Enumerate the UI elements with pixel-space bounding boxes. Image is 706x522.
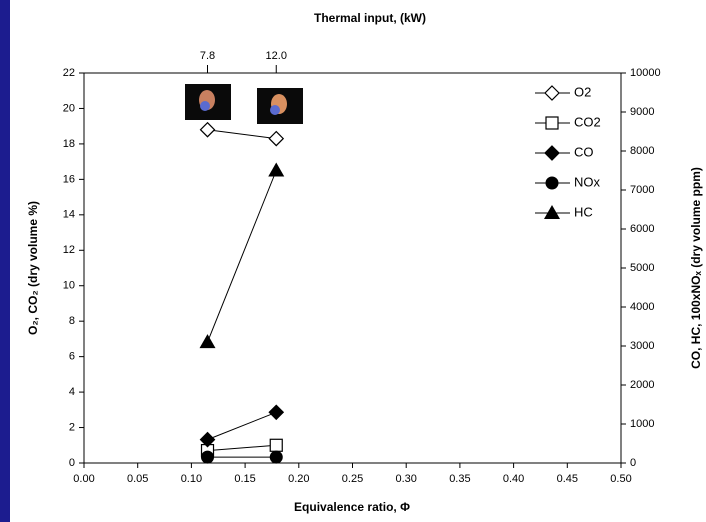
y2-tick-label: 1000: [630, 418, 654, 430]
x-tick-label: 0.05: [127, 473, 148, 485]
y-tick-label: 10: [63, 280, 75, 292]
legend-label: NOx: [574, 174, 601, 189]
data-point: [199, 121, 216, 138]
y2-tick-label: 4000: [630, 301, 654, 313]
y2-tick-label: 3000: [630, 340, 654, 352]
legend-marker: [544, 145, 560, 161]
y-tick-label: 6: [69, 351, 75, 363]
data-point: [268, 404, 285, 421]
x-tick-label: 0.10: [181, 473, 202, 485]
x-tick-label: 0.50: [610, 473, 631, 485]
x-tick-label: 0.25: [342, 473, 363, 485]
series-line: [207, 411, 277, 441]
plot-frame: [83, 72, 622, 464]
y-tick-label: 8: [69, 315, 75, 327]
x-tick-label: 0.35: [449, 473, 470, 485]
y-tick-label: 22: [63, 67, 75, 79]
data-point: [268, 162, 285, 177]
data-point: [201, 450, 215, 464]
y-tick-label: 20: [63, 102, 75, 114]
legend-marker: [545, 116, 559, 130]
legend-label: O2: [574, 84, 591, 99]
data-point: [269, 438, 283, 452]
y2-tick-label: 5000: [630, 262, 654, 274]
series-line: [207, 129, 277, 140]
y-axis-title: O₂, CO₂ (dry volume %): [26, 201, 40, 335]
x-tick-label: 0.15: [234, 473, 255, 485]
flame-photo: [257, 88, 303, 124]
y-tick-label: 18: [63, 138, 75, 150]
data-point: [268, 130, 285, 147]
side-strip: [0, 0, 10, 522]
series-line: [207, 170, 277, 343]
x-tick-label: 0.40: [503, 473, 524, 485]
data-point: [199, 431, 216, 448]
top-tick-label: 7.8: [200, 50, 215, 62]
top-axis-title: Thermal input, (kW): [314, 11, 426, 25]
y-tick-label: 2: [69, 421, 75, 433]
series-line: [207, 444, 277, 452]
y2-tick-label: 10000: [630, 67, 661, 79]
y2-tick-label: 7000: [630, 184, 654, 196]
legend-marker: [544, 205, 560, 219]
flame-photo: [185, 84, 231, 120]
legend-label: HC: [574, 204, 593, 219]
y-tick-label: 16: [63, 173, 75, 185]
y-tick-label: 0: [69, 457, 75, 469]
y-tick-label: 14: [63, 209, 75, 221]
y2-axis-title: CO, HC, 100xNOₓ (dry volume ppm): [689, 167, 703, 369]
data-point: [199, 334, 216, 349]
y-tick-label: 4: [69, 386, 75, 398]
data-point: [269, 450, 283, 464]
x-tick-label: 0.30: [395, 473, 416, 485]
y2-tick-label: 8000: [630, 145, 654, 157]
legend-label: CO2: [574, 114, 601, 129]
x-tick-label: 0.20: [288, 473, 309, 485]
legend-marker: [545, 176, 559, 190]
y-tick-label: 12: [63, 244, 75, 256]
x-axis-title: Equivalence ratio, Φ: [294, 500, 410, 514]
y2-tick-label: 6000: [630, 223, 654, 235]
y2-tick-label: 9000: [630, 106, 654, 118]
x-tick-label: 0.45: [557, 473, 578, 485]
top-tick-label: 12.0: [266, 50, 287, 62]
legend-marker: [544, 85, 560, 101]
y2-tick-label: 2000: [630, 379, 654, 391]
y2-tick-label: 0: [630, 457, 636, 469]
legend-label: CO: [574, 144, 594, 159]
x-tick-label: 0.00: [73, 473, 94, 485]
